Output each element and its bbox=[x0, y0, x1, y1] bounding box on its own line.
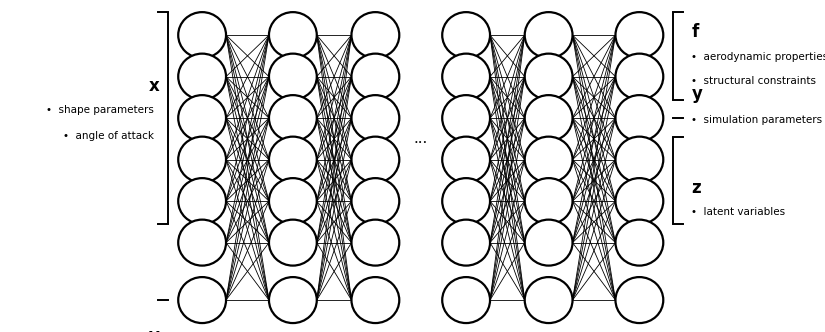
Text: $\mathbf{x}$: $\mathbf{x}$ bbox=[148, 78, 161, 95]
Ellipse shape bbox=[178, 137, 226, 183]
Ellipse shape bbox=[525, 178, 573, 224]
Ellipse shape bbox=[178, 54, 226, 100]
Ellipse shape bbox=[178, 178, 226, 224]
Ellipse shape bbox=[442, 220, 490, 266]
Ellipse shape bbox=[525, 12, 573, 58]
Text: •  angle of attack: • angle of attack bbox=[64, 131, 154, 141]
Text: •  latent variables: • latent variables bbox=[691, 207, 785, 217]
Text: $\mathbf{y}$: $\mathbf{y}$ bbox=[691, 87, 704, 105]
Ellipse shape bbox=[442, 54, 490, 100]
Text: •  aerodynamic properties: • aerodynamic properties bbox=[691, 52, 825, 62]
Ellipse shape bbox=[269, 220, 317, 266]
Ellipse shape bbox=[525, 54, 573, 100]
Ellipse shape bbox=[615, 54, 663, 100]
Ellipse shape bbox=[615, 178, 663, 224]
Ellipse shape bbox=[615, 220, 663, 266]
Ellipse shape bbox=[351, 12, 399, 58]
Text: •  simulation parameters: • simulation parameters bbox=[691, 115, 823, 125]
Ellipse shape bbox=[178, 12, 226, 58]
Ellipse shape bbox=[442, 137, 490, 183]
Ellipse shape bbox=[269, 12, 317, 58]
Text: •  shape parameters: • shape parameters bbox=[46, 105, 154, 115]
Ellipse shape bbox=[269, 137, 317, 183]
Ellipse shape bbox=[525, 220, 573, 266]
Ellipse shape bbox=[269, 178, 317, 224]
Ellipse shape bbox=[351, 95, 399, 141]
Ellipse shape bbox=[525, 277, 573, 323]
Ellipse shape bbox=[442, 277, 490, 323]
Ellipse shape bbox=[615, 277, 663, 323]
Ellipse shape bbox=[525, 137, 573, 183]
Text: ...: ... bbox=[413, 132, 428, 146]
Ellipse shape bbox=[525, 95, 573, 141]
Ellipse shape bbox=[351, 178, 399, 224]
Text: $\mathbf{y}$: $\mathbf{y}$ bbox=[148, 329, 161, 332]
Ellipse shape bbox=[615, 12, 663, 58]
Text: •  structural constraints: • structural constraints bbox=[691, 76, 816, 86]
Text: $\mathbf{z}$: $\mathbf{z}$ bbox=[691, 180, 702, 197]
Ellipse shape bbox=[615, 95, 663, 141]
Ellipse shape bbox=[351, 137, 399, 183]
Ellipse shape bbox=[269, 95, 317, 141]
Ellipse shape bbox=[442, 95, 490, 141]
Ellipse shape bbox=[351, 54, 399, 100]
Ellipse shape bbox=[178, 95, 226, 141]
Ellipse shape bbox=[178, 277, 226, 323]
Ellipse shape bbox=[351, 277, 399, 323]
Ellipse shape bbox=[442, 178, 490, 224]
Text: $\mathbf{f}$: $\mathbf{f}$ bbox=[691, 23, 700, 41]
Ellipse shape bbox=[269, 54, 317, 100]
Ellipse shape bbox=[615, 137, 663, 183]
Ellipse shape bbox=[442, 12, 490, 58]
Ellipse shape bbox=[351, 220, 399, 266]
Ellipse shape bbox=[178, 220, 226, 266]
Ellipse shape bbox=[269, 277, 317, 323]
